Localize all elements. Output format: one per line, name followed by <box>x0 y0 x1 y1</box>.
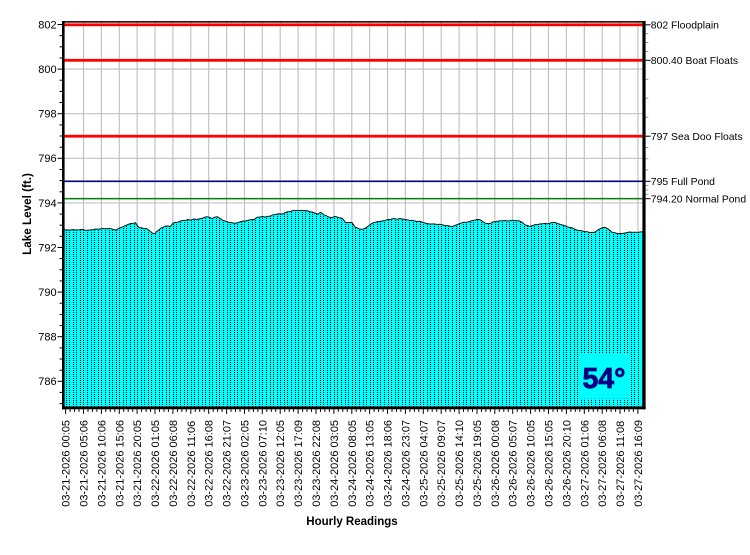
svg-text:790: 790 <box>38 287 56 299</box>
svg-text:795 Full Pond: 795 Full Pond <box>651 177 715 188</box>
svg-text:03-21-2026 15:06: 03-21-2026 15:06 <box>114 420 126 507</box>
svg-text:03-22-2026 16:08: 03-22-2026 16:08 <box>204 420 216 507</box>
svg-text:03-23-2026 02:05: 03-23-2026 02:05 <box>240 420 252 507</box>
svg-text:03-27-2026 16:09: 03-27-2026 16:09 <box>633 420 645 507</box>
svg-text:794.20 Normal Pond: 794.20 Normal Pond <box>651 195 747 206</box>
svg-text:03-25-2026 19:05: 03-25-2026 19:05 <box>472 420 484 507</box>
svg-text:792: 792 <box>38 242 56 254</box>
svg-text:03-22-2026 01:05: 03-22-2026 01:05 <box>150 420 162 507</box>
svg-text:03-21-2026 00:05: 03-21-2026 00:05 <box>61 420 73 507</box>
svg-text:03-27-2026 06:08: 03-27-2026 06:08 <box>597 420 609 507</box>
svg-text:03-25-2026 14:10: 03-25-2026 14:10 <box>454 420 466 507</box>
svg-text:03-22-2026 21:07: 03-22-2026 21:07 <box>222 420 234 507</box>
svg-text:788: 788 <box>38 332 56 344</box>
svg-text:786: 786 <box>38 376 56 388</box>
svg-text:03-24-2026 18:06: 03-24-2026 18:06 <box>383 420 395 507</box>
svg-text:802: 802 <box>38 19 56 31</box>
svg-text:Lake Level (ft.): Lake Level (ft.) <box>21 173 34 255</box>
svg-text:54°: 54° <box>582 363 625 395</box>
svg-text:03-23-2026 07:10: 03-23-2026 07:10 <box>257 420 269 507</box>
svg-text:03-24-2026 03:05: 03-24-2026 03:05 <box>329 420 341 507</box>
svg-text:796: 796 <box>38 153 56 165</box>
svg-text:03-26-2026 10:05: 03-26-2026 10:05 <box>526 420 538 507</box>
svg-text:03-21-2026 10:06: 03-21-2026 10:06 <box>96 420 108 507</box>
svg-text:03-24-2026 23:07: 03-24-2026 23:07 <box>400 420 412 507</box>
svg-text:03-23-2026 12:05: 03-23-2026 12:05 <box>275 420 287 507</box>
svg-text:798: 798 <box>38 109 56 121</box>
svg-text:Hourly Readings: Hourly Readings <box>306 516 397 528</box>
svg-text:03-21-2026 05:06: 03-21-2026 05:06 <box>79 420 91 507</box>
svg-text:03-26-2026 15:05: 03-26-2026 15:05 <box>544 420 556 507</box>
svg-text:03-27-2026 01:06: 03-27-2026 01:06 <box>579 420 591 507</box>
svg-text:03-24-2026 08:05: 03-24-2026 08:05 <box>347 420 359 507</box>
svg-text:03-25-2026 04:07: 03-25-2026 04:07 <box>418 420 430 507</box>
svg-text:03-24-2026 13:05: 03-24-2026 13:05 <box>365 420 377 507</box>
svg-text:03-23-2026 22:08: 03-23-2026 22:08 <box>311 420 323 507</box>
svg-text:03-23-2026 17:09: 03-23-2026 17:09 <box>293 420 305 507</box>
svg-text:03-26-2026 20:10: 03-26-2026 20:10 <box>561 420 573 507</box>
svg-text:03-22-2026 06:08: 03-22-2026 06:08 <box>168 420 180 507</box>
svg-text:800.40 Boat Floats: 800.40 Boat Floats <box>651 56 738 67</box>
svg-text:797 Sea Doo Floats: 797 Sea Doo Floats <box>651 132 743 143</box>
svg-text:03-27-2026 11:08: 03-27-2026 11:08 <box>615 421 627 507</box>
svg-text:03-25-2026 09:07: 03-25-2026 09:07 <box>436 420 448 507</box>
svg-text:03-26-2026 05:07: 03-26-2026 05:07 <box>508 420 520 507</box>
svg-text:03-21-2026 20:05: 03-21-2026 20:05 <box>132 420 144 507</box>
svg-text:802 Floodplain: 802 Floodplain <box>651 20 719 31</box>
svg-text:03-22-2026 11:06: 03-22-2026 11:06 <box>186 421 198 507</box>
svg-text:800: 800 <box>38 64 56 76</box>
svg-text:03-26-2026 00:08: 03-26-2026 00:08 <box>490 420 502 507</box>
svg-text:794: 794 <box>38 198 56 210</box>
